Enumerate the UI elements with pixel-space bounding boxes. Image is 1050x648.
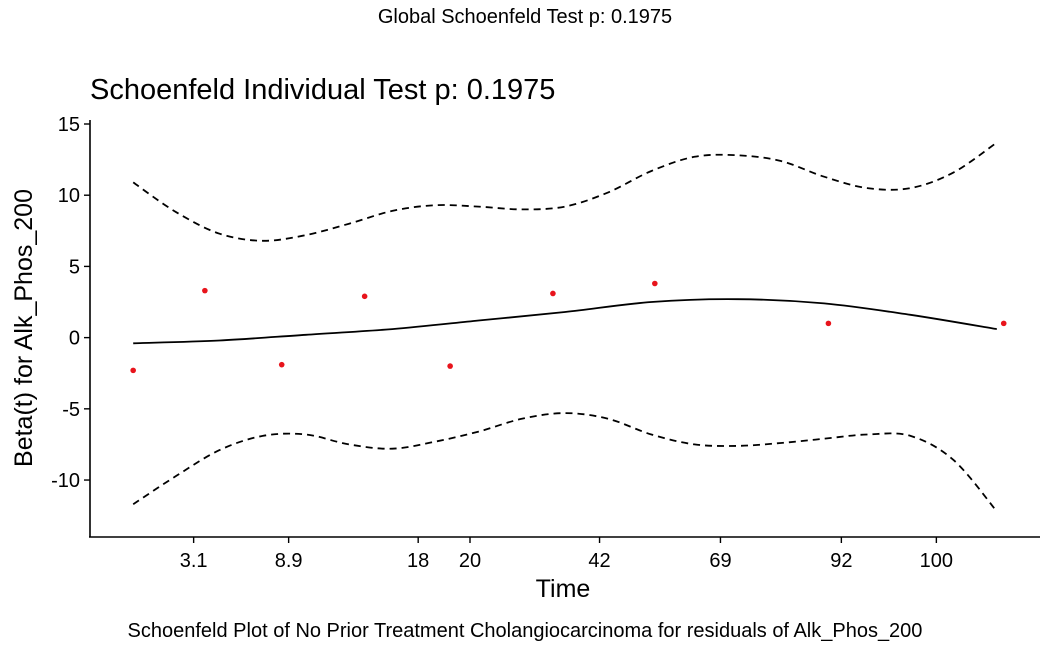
beta-fit-line bbox=[133, 298, 997, 345]
x-tick-label: 20 bbox=[459, 550, 481, 572]
axes bbox=[89, 120, 1040, 538]
y-axis-label: Beta(t) for Alk_Phos_200 bbox=[10, 189, 38, 467]
x-tick-label: 100 bbox=[920, 550, 953, 572]
residual-point bbox=[825, 320, 832, 327]
residual-point bbox=[1000, 320, 1007, 327]
y-tick-label: 0 bbox=[69, 328, 80, 350]
chart-caption: Schoenfeld Plot of No Prior Treatment Ch… bbox=[127, 620, 923, 642]
residual-point bbox=[278, 361, 285, 368]
lower-confidence-band bbox=[132, 412, 998, 512]
residual-point bbox=[447, 363, 453, 369]
residual-point bbox=[361, 293, 368, 300]
x-tick-label: 18 bbox=[407, 550, 429, 572]
y-tick-label: 5 bbox=[69, 256, 80, 278]
x-tick-label: 3.1 bbox=[180, 550, 208, 572]
x-tick-label: 92 bbox=[830, 550, 852, 572]
y-tick-label: -10 bbox=[51, 470, 80, 492]
series bbox=[130, 141, 1007, 512]
x-axis-label: Time bbox=[536, 575, 591, 603]
residual-point bbox=[550, 290, 556, 297]
residual-point bbox=[652, 280, 658, 287]
residual-point bbox=[130, 367, 136, 374]
x-tick-label: 69 bbox=[709, 550, 731, 572]
y-tick-label: 15 bbox=[58, 114, 80, 136]
plot-title: Schoenfeld Individual Test p: 0.1975 bbox=[90, 74, 556, 106]
y-ticks: 15 10 5 0 -5 -10 bbox=[51, 114, 90, 492]
y-tick-label: -5 bbox=[62, 399, 80, 421]
x-tick-label: 8.9 bbox=[275, 550, 303, 572]
x-ticks: 3.1 8.9 18 20 42 69 92 100 bbox=[180, 537, 953, 572]
y-tick-label: 10 bbox=[58, 185, 80, 207]
x-tick-label: 42 bbox=[588, 550, 610, 572]
residual-point bbox=[202, 287, 208, 294]
global-test-title: Global Schoenfeld Test p: 0.1975 bbox=[377, 6, 673, 28]
upper-confidence-band bbox=[132, 141, 998, 242]
